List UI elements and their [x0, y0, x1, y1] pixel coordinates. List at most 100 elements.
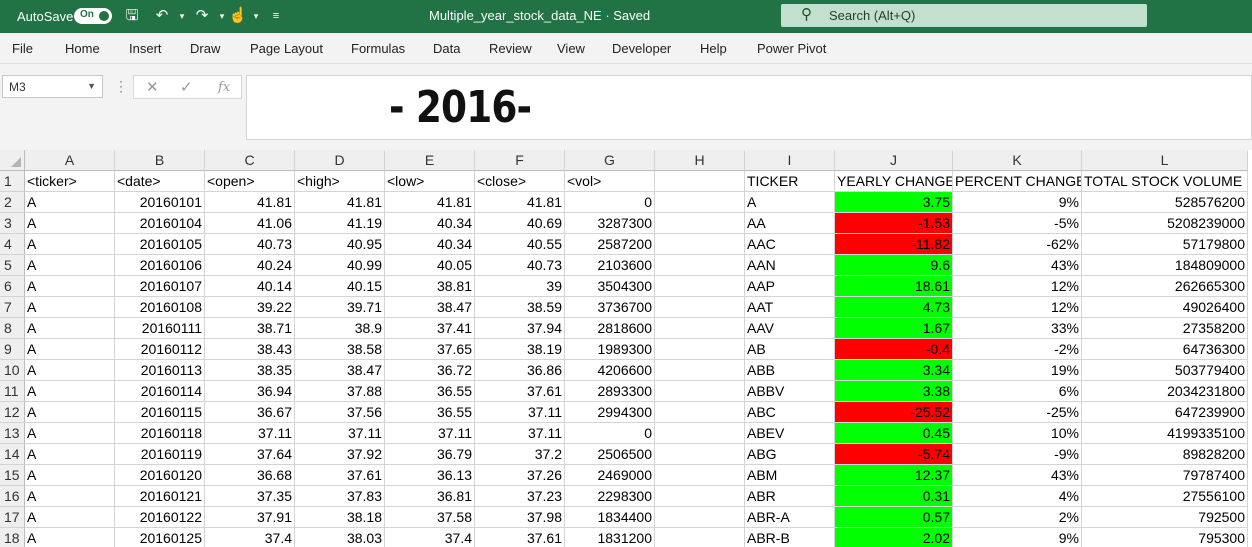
cell-a7[interactable]: A: [25, 297, 115, 318]
row-header[interactable]: 12: [0, 402, 25, 423]
column-header-l[interactable]: L: [1082, 150, 1248, 171]
cell-b11[interactable]: 20160114: [115, 381, 205, 402]
cell-h18[interactable]: [655, 528, 745, 547]
cell-k4[interactable]: -62%: [953, 234, 1082, 255]
touch-mode-icon[interactable]: ☝: [228, 7, 248, 24]
cell-k14[interactable]: -9%: [953, 444, 1082, 465]
cell-e10[interactable]: 36.72: [385, 360, 475, 381]
tab-developer[interactable]: Developer: [612, 41, 672, 56]
cell-f13[interactable]: 37.11: [475, 423, 565, 444]
cell-c6[interactable]: 40.14: [205, 276, 295, 297]
cell-b14[interactable]: 20160119: [115, 444, 205, 465]
cell-a6[interactable]: A: [25, 276, 115, 297]
cell-i2[interactable]: A: [745, 192, 835, 213]
cell-j18[interactable]: 2.02: [835, 528, 953, 547]
cell-g9[interactable]: 1989300: [565, 339, 655, 360]
row-header[interactable]: 8: [0, 318, 25, 339]
cell-d6[interactable]: 40.15: [295, 276, 385, 297]
cell-a8[interactable]: A: [25, 318, 115, 339]
cell-j5[interactable]: 9.6: [835, 255, 953, 276]
cell-i10[interactable]: ABB: [745, 360, 835, 381]
cell-c17[interactable]: 37.91: [205, 507, 295, 528]
cell-e2[interactable]: 41.81: [385, 192, 475, 213]
cell-d3[interactable]: 41.19: [295, 213, 385, 234]
cell-h1[interactable]: [655, 171, 745, 192]
cell-g3[interactable]: 3287300: [565, 213, 655, 234]
cell-i15[interactable]: ABM: [745, 465, 835, 486]
cell-l15[interactable]: 79787400: [1082, 465, 1248, 486]
cell-l9[interactable]: 64736300: [1082, 339, 1248, 360]
cell-i16[interactable]: ABR: [745, 486, 835, 507]
cell-b15[interactable]: 20160120: [115, 465, 205, 486]
cell-k2[interactable]: 9%: [953, 192, 1082, 213]
autosave-toggle[interactable]: On: [74, 8, 112, 24]
cell-h14[interactable]: [655, 444, 745, 465]
cell-l16[interactable]: 27556100: [1082, 486, 1248, 507]
cell-g13[interactable]: 0: [565, 423, 655, 444]
cell-h8[interactable]: [655, 318, 745, 339]
cell-f1[interactable]: <close>: [475, 171, 565, 192]
cell-g11[interactable]: 2893300: [565, 381, 655, 402]
cell-k5[interactable]: 43%: [953, 255, 1082, 276]
cell-f14[interactable]: 37.2: [475, 444, 565, 465]
cell-h11[interactable]: [655, 381, 745, 402]
cell-f11[interactable]: 37.61: [475, 381, 565, 402]
cell-j1[interactable]: YEARLY CHANGE: [835, 171, 953, 192]
cell-l8[interactable]: 27358200: [1082, 318, 1248, 339]
cell-d8[interactable]: 38.9: [295, 318, 385, 339]
cell-h9[interactable]: [655, 339, 745, 360]
tab-home[interactable]: Home: [65, 41, 100, 56]
cell-g16[interactable]: 2298300: [565, 486, 655, 507]
cell-a14[interactable]: A: [25, 444, 115, 465]
cell-k7[interactable]: 12%: [953, 297, 1082, 318]
cell-i14[interactable]: ABG: [745, 444, 835, 465]
cell-b1[interactable]: <date>: [115, 171, 205, 192]
cell-l6[interactable]: 262665300: [1082, 276, 1248, 297]
cell-f12[interactable]: 37.11: [475, 402, 565, 423]
cell-h10[interactable]: [655, 360, 745, 381]
cell-e12[interactable]: 36.55: [385, 402, 475, 423]
row-header[interactable]: 5: [0, 255, 25, 276]
cell-j4[interactable]: -11.82: [835, 234, 953, 255]
cell-i4[interactable]: AAC: [745, 234, 835, 255]
cell-i7[interactable]: AAT: [745, 297, 835, 318]
cell-j16[interactable]: 0.31: [835, 486, 953, 507]
cell-f2[interactable]: 41.81: [475, 192, 565, 213]
undo-dropdown-icon[interactable]: ▾: [179, 11, 185, 21]
cell-a16[interactable]: A: [25, 486, 115, 507]
cell-l13[interactable]: 4199335100: [1082, 423, 1248, 444]
cell-k16[interactable]: 4%: [953, 486, 1082, 507]
column-header-g[interactable]: G: [565, 150, 655, 171]
cell-d15[interactable]: 37.61: [295, 465, 385, 486]
undo-icon[interactable]: ↶: [155, 7, 169, 24]
cell-g14[interactable]: 2506500: [565, 444, 655, 465]
column-header-b[interactable]: B: [115, 150, 205, 171]
cell-i18[interactable]: ABR-B: [745, 528, 835, 547]
cell-i13[interactable]: ABEV: [745, 423, 835, 444]
cell-k3[interactable]: -5%: [953, 213, 1082, 234]
cell-c9[interactable]: 38.43: [205, 339, 295, 360]
cell-h6[interactable]: [655, 276, 745, 297]
cell-j8[interactable]: 1.67: [835, 318, 953, 339]
cell-d2[interactable]: 41.81: [295, 192, 385, 213]
cell-g15[interactable]: 2469000: [565, 465, 655, 486]
cell-g4[interactable]: 2587200: [565, 234, 655, 255]
cell-d4[interactable]: 40.95: [295, 234, 385, 255]
cell-j10[interactable]: 3.34: [835, 360, 953, 381]
row-header[interactable]: 9: [0, 339, 25, 360]
row-header[interactable]: 7: [0, 297, 25, 318]
cell-h17[interactable]: [655, 507, 745, 528]
row-header[interactable]: 15: [0, 465, 25, 486]
column-header-k[interactable]: K: [953, 150, 1082, 171]
cell-g7[interactable]: 3736700: [565, 297, 655, 318]
cell-h4[interactable]: [655, 234, 745, 255]
cell-h13[interactable]: [655, 423, 745, 444]
cell-k6[interactable]: 12%: [953, 276, 1082, 297]
cell-a5[interactable]: A: [25, 255, 115, 276]
cell-d18[interactable]: 38.03: [295, 528, 385, 547]
file-title[interactable]: Multiple_year_stock_data_NE · Saved: [429, 8, 651, 23]
cell-k13[interactable]: 10%: [953, 423, 1082, 444]
row-header[interactable]: 16: [0, 486, 25, 507]
cell-h12[interactable]: [655, 402, 745, 423]
column-header-d[interactable]: D: [295, 150, 385, 171]
